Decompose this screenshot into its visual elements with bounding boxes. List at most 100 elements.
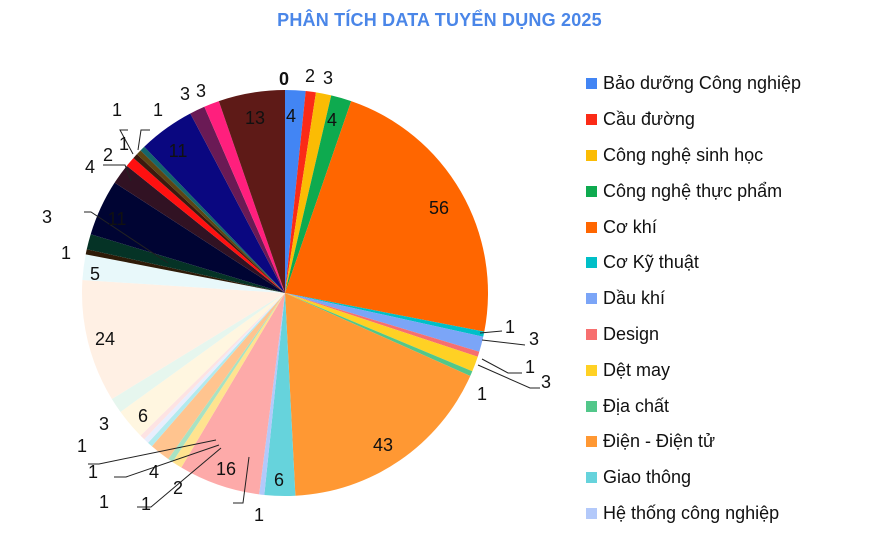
leader-line [114, 444, 220, 478]
slice-value-label: 11 [169, 141, 188, 161]
pie-slice[interactable] [86, 234, 286, 293]
leader-line [137, 447, 222, 508]
pie-slice[interactable] [133, 154, 285, 293]
pie-slice[interactable] [285, 293, 473, 377]
leader-line [477, 364, 540, 389]
legend-swatch-icon [586, 149, 597, 161]
pie-slice[interactable] [181, 293, 285, 495]
slice-value-label: 1 [112, 100, 122, 120]
legend-item[interactable]: Công nghệ sinh học [586, 138, 801, 174]
legend-swatch-icon [586, 400, 597, 412]
pie-slice[interactable] [285, 293, 480, 357]
legend-swatch-icon [586, 507, 597, 519]
legend-item[interactable]: Công nghệ thực phẩm [586, 173, 801, 209]
slice-value-label: 24 [95, 329, 115, 349]
leader-line [481, 339, 526, 346]
pie-slice[interactable] [126, 157, 285, 293]
pie-slice[interactable] [285, 91, 316, 293]
slice-value-label: 3 [196, 81, 206, 101]
legend: Bảo dưỡng Công nghiệp Cầu đường Công ngh… [586, 66, 801, 531]
pie-slice[interactable] [285, 293, 484, 352]
pie-slice[interactable] [82, 280, 285, 399]
slice-value-label: 16 [216, 459, 236, 479]
legend-swatch-icon [586, 436, 597, 448]
pie-slice[interactable] [148, 293, 285, 447]
slice-value-label: 3 [529, 329, 539, 349]
slice-value-label: 4 [327, 110, 337, 130]
pie-slice[interactable] [140, 146, 285, 293]
slice-value-label: 4 [286, 106, 296, 126]
legend-item[interactable]: Bảo dưỡng Công nghiệp [586, 66, 801, 102]
slice-value-label: 1 [153, 100, 163, 120]
pie-slice[interactable] [259, 293, 285, 495]
pie-slice[interactable] [285, 293, 485, 337]
pie-slice[interactable] [151, 293, 285, 460]
legend-swatch-icon [586, 472, 597, 484]
pie-slice[interactable] [140, 293, 285, 440]
slice-value-label: 1 [505, 317, 515, 337]
legend-item[interactable]: Địa chất [586, 388, 801, 424]
legend-swatch-icon [586, 221, 597, 233]
pie-slice[interactable] [136, 150, 285, 293]
legend-item[interactable]: Hệ thống công nghiệp [586, 496, 801, 532]
leader-line [481, 358, 522, 374]
pie-slice[interactable] [218, 90, 285, 293]
slice-value-label: 3 [541, 372, 551, 392]
leader-line [84, 211, 169, 264]
pie-slice[interactable] [111, 293, 286, 412]
slice-value-label: 0 [279, 69, 289, 89]
slice-value-label: 6 [138, 406, 148, 426]
legend-item[interactable]: Điện - Điện tử [586, 424, 801, 460]
pie-slice[interactable] [120, 293, 285, 436]
pie-slice[interactable] [285, 92, 332, 293]
pie-slice[interactable] [285, 101, 488, 332]
pie-slice[interactable] [285, 95, 352, 293]
leader-line [103, 164, 132, 182]
slice-value-label: 56 [429, 198, 449, 218]
pie-slice[interactable] [85, 249, 285, 293]
legend-swatch-icon [586, 328, 597, 340]
slice-value-label: 13 [245, 108, 265, 128]
pie-slice[interactable] [82, 254, 286, 293]
pie-slice[interactable] [144, 113, 285, 293]
legend-item[interactable]: Cầu đường [586, 102, 801, 138]
leader-line [88, 439, 217, 465]
pie-slice[interactable] [204, 101, 285, 293]
slice-value-label: 1 [477, 384, 487, 404]
pie-slice[interactable] [168, 293, 285, 462]
slice-value-label: 4 [149, 462, 159, 482]
legend-swatch-icon [586, 364, 597, 376]
slice-value-label: 1 [141, 494, 151, 514]
pie-slice[interactable] [114, 165, 285, 293]
legend-item[interactable]: Dầu khí [586, 281, 801, 317]
pie-slice[interactable] [90, 182, 285, 293]
legend-item[interactable]: Cơ khí [586, 209, 801, 245]
leader-lines [84, 129, 540, 508]
legend-swatch-icon [586, 114, 597, 126]
pie-slice[interactable] [172, 293, 285, 468]
pie-slice[interactable] [190, 106, 285, 294]
legend-item[interactable]: Design [586, 317, 801, 353]
slice-value-label: 3 [180, 84, 190, 104]
legend-item[interactable]: Cơ Kỹ thuật [586, 245, 801, 281]
pie-slice[interactable] [285, 293, 471, 496]
pie-slice[interactable] [264, 293, 296, 496]
pie-slice[interactable] [285, 293, 478, 372]
slice-value-label: 3 [99, 414, 109, 434]
slice-value-label: 1 [88, 462, 98, 482]
chart-title: PHÂN TÍCH DATA TUYỂN DỤNG 2025 [277, 10, 602, 30]
pie-slice[interactable] [285, 90, 306, 293]
leader-line [119, 129, 134, 155]
legend-swatch-icon [586, 78, 597, 90]
leader-line [137, 129, 150, 151]
legend-item[interactable]: Giao thông [586, 460, 801, 496]
slice-value-label: 5 [90, 264, 100, 284]
slice-value-label: 2 [305, 66, 315, 86]
slice-value-label: 11 [108, 209, 127, 229]
pie-slice[interactable] [144, 293, 285, 443]
leader-line [479, 330, 503, 334]
legend-item[interactable]: Dệt may [586, 352, 801, 388]
slice-value-label: 1 [61, 243, 71, 263]
legend-swatch-icon [586, 257, 597, 269]
